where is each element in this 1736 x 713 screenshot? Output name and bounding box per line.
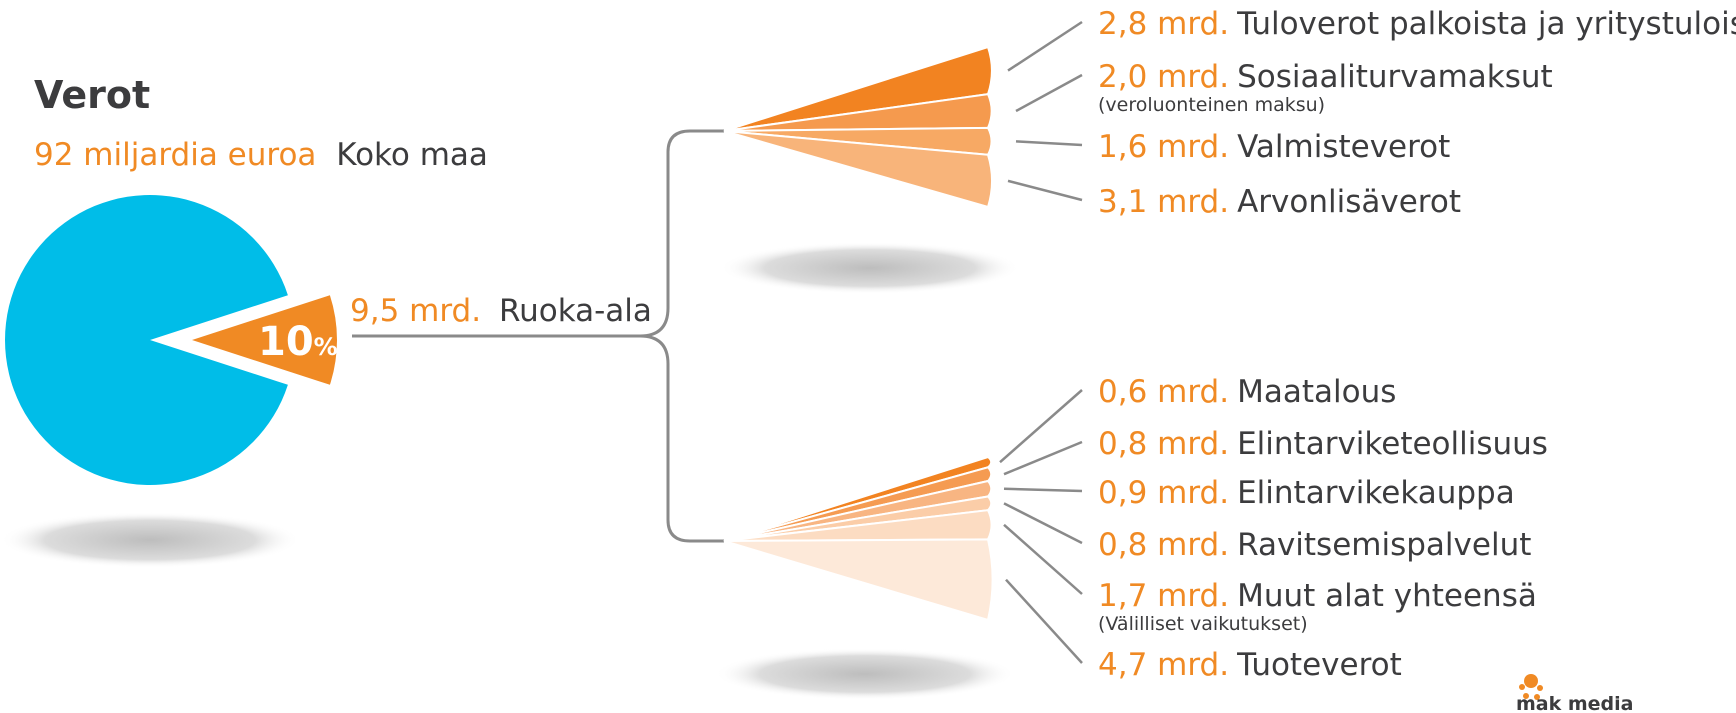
- tax-value-0: 2,8 mrd.: [1098, 6, 1229, 42]
- tax-value-1: 2,0 mrd.: [1098, 59, 1229, 95]
- logo-text: mak media: [1516, 693, 1634, 713]
- sector-value-2: 0,9 mrd.: [1098, 475, 1229, 511]
- frog-icon: [1519, 674, 1543, 700]
- pie-callout-value: 9,5 mrd.: [350, 293, 481, 329]
- sector-value-0: 0,6 mrd.: [1098, 374, 1229, 410]
- tax-label-2: 1,6 mrd. Valmisteverot: [1098, 129, 1450, 165]
- sector-leader-line-0: [999, 389, 1083, 464]
- tax-segment-3: [723, 130, 994, 209]
- sector-leader-line-4: [1003, 523, 1083, 595]
- tax-note-1: (veroluonteinen maksu): [1098, 94, 1325, 116]
- tax-value-2: 1,6 mrd.: [1098, 129, 1229, 165]
- tax-category-3: Arvonlisäverot: [1237, 184, 1461, 220]
- tax-label-0: 2,8 mrd. Tuloverot palkoista ja yritystul…: [1098, 6, 1736, 42]
- chart-subtitle: 92 miljardia euroa Koko maa: [34, 137, 488, 173]
- pie-percent-unit: %: [314, 333, 338, 361]
- tax-label-3: 3,1 mrd. Arvonlisäverot: [1098, 184, 1461, 220]
- bracket-connector: [352, 129, 724, 543]
- sector-value-3: 0,8 mrd.: [1098, 527, 1229, 563]
- tax-leader-line-0: [1007, 20, 1083, 72]
- sector-leader-line-1: [1003, 440, 1083, 476]
- sector-label-1: 0,8 mrd. Elintarviketeollisuus: [1098, 426, 1548, 462]
- sector-label-5: 4,7 mrd. Tuoteverot: [1098, 647, 1402, 683]
- pie-slice-rest: [5, 195, 288, 486]
- mak-media-logo: mak media: [1516, 674, 1634, 713]
- subtitle-amount: 92 miljardia euroa: [34, 137, 316, 173]
- tax-category-1: Sosiaaliturvamaksut: [1237, 59, 1553, 95]
- pie-shadow: [0, 512, 300, 568]
- tax-leader-line-3: [1007, 179, 1083, 202]
- sector-category-5: Tuoteverot: [1236, 647, 1402, 683]
- sector-category-0: Maatalous: [1237, 374, 1396, 410]
- sector-value-5: 4,7 mrd.: [1098, 647, 1229, 683]
- sector-category-1: Elintarviketeollisuus: [1237, 426, 1548, 462]
- fan-chart-sectors: [723, 455, 994, 622]
- pie-slice-ruoka-ala: [192, 295, 337, 385]
- pie-callout-label: 9,5 mrd. Ruoka-ala: [350, 293, 652, 329]
- tax-leader-line-2: [1015, 140, 1083, 147]
- pie-callout-name: Ruoka-ala: [499, 293, 652, 329]
- labels-taxes: 2,8 mrd. Tuloverot palkoista ja yritystul…: [1007, 6, 1736, 220]
- sector-leader-line-2: [1003, 487, 1083, 493]
- sector-label-3: 0,8 mrd. Ravitsemispalvelut: [1098, 527, 1531, 563]
- sector-leader-line-5: [1005, 578, 1083, 664]
- bottom-fan-shadow: [715, 648, 1015, 700]
- tax-category-0: Tuloverot palkoista ja yritystuloista: [1236, 6, 1736, 42]
- tax-leader-line-1: [1015, 73, 1083, 113]
- tax-value-3: 3,1 mrd.: [1098, 184, 1229, 220]
- sector-segment-5: [723, 538, 994, 622]
- sector-value-1: 0,8 mrd.: [1098, 426, 1229, 462]
- sector-leader-line-3: [1003, 502, 1083, 545]
- sector-label-2: 0,9 mrd. Elintarvikekauppa: [1098, 475, 1515, 511]
- sector-label-4: 1,7 mrd. Muut alat yhteensä: [1098, 578, 1537, 614]
- pie-slice-percent-label: 10%: [258, 319, 338, 365]
- sector-category-4: Muut alat yhteensä: [1237, 578, 1537, 614]
- sector-value-4: 1,7 mrd.: [1098, 578, 1229, 614]
- sector-note-4: (Välilliset vaikutukset): [1098, 613, 1308, 635]
- fan-chart-taxes: [723, 45, 994, 209]
- subtitle-scope: Koko maa: [336, 137, 488, 173]
- sector-label-0: 0,6 mrd. Maatalous: [1098, 374, 1396, 410]
- sector-category-2: Elintarvikekauppa: [1237, 475, 1515, 511]
- tax-category-2: Valmisteverot: [1237, 129, 1450, 165]
- top-fan-shadow: [720, 242, 1020, 294]
- tax-label-1: 2,0 mrd. Sosiaaliturvamaksut: [1098, 59, 1553, 95]
- pie-percent-value: 10: [258, 319, 314, 365]
- sector-category-3: Ravitsemispalvelut: [1237, 527, 1531, 563]
- chart-title: Verot: [34, 73, 150, 117]
- main-pie: 10%: [5, 195, 338, 486]
